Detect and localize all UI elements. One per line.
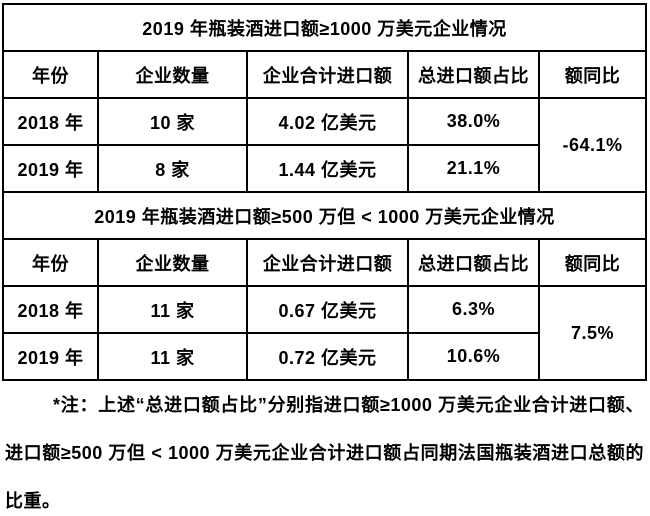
share-cell: 6.3% (407, 285, 540, 334)
yoy-cell: -64.1% (537, 97, 648, 193)
year-cell: 2019 年 (2, 332, 99, 381)
table1-header-yoy: 额同比 (537, 50, 648, 99)
table1-header-total-import: 企业合计进口额 (246, 50, 409, 99)
company-count-cell: 11 家 (97, 332, 248, 381)
total-import-cell: 0.72 亿美元 (246, 332, 409, 381)
share-cell: 10.6% (407, 332, 540, 381)
table1-row-2019: 2019 年 8 家 1.44 亿美元 21.1% (2, 144, 646, 193)
table2-header-company-count: 企业数量 (97, 238, 248, 287)
table2-row-2019: 2019 年 11 家 0.72 亿美元 10.6% (2, 332, 646, 381)
share-cell: 38.0% (407, 97, 540, 146)
footnote: *注：上述“总进口额占比”分别指进口额≥1000 万美元企业合计进口额、进口额≥… (5, 395, 644, 511)
company-count-cell: 10 家 (97, 97, 248, 146)
table1-header-year: 年份 (2, 50, 99, 99)
table2-header-year: 年份 (2, 238, 99, 287)
year-cell: 2019 年 (2, 144, 99, 193)
yoy-cell: 7.5% (537, 285, 648, 381)
table2-title: 2019 年瓶装酒进口额≥500 万但 < 1000 万美元企业情况 (1, 191, 648, 240)
company-count-cell: 8 家 (97, 144, 248, 193)
document-page: 2019 年瓶装酒进口额≥1000 万美元企业情况 年份 企业数量 企业合计进口… (0, 3, 650, 516)
table2-header-total-import: 企业合计进口额 (246, 238, 409, 287)
year-cell: 2018 年 (2, 97, 99, 146)
table2-header-share: 总进口额占比 (407, 238, 540, 287)
table1-header-company-count: 企业数量 (97, 50, 248, 99)
table2-title-row: 2019 年瓶装酒进口额≥500 万但 < 1000 万美元企业情况 (1, 191, 648, 240)
table1-header-share: 总进口额占比 (407, 50, 540, 99)
total-import-cell: 1.44 亿美元 (246, 144, 409, 193)
wine-import-table: 2019 年瓶装酒进口额≥1000 万美元企业情况 年份 企业数量 企业合计进口… (1, 3, 648, 381)
company-count-cell: 11 家 (97, 285, 248, 334)
table1-title-row: 2019 年瓶装酒进口额≥1000 万美元企业情况 (1, 3, 648, 52)
total-import-cell: 4.02 亿美元 (246, 97, 409, 146)
year-cell: 2018 年 (2, 285, 99, 334)
total-import-cell: 0.67 亿美元 (246, 285, 409, 334)
table1-title: 2019 年瓶装酒进口额≥1000 万美元企业情况 (1, 3, 648, 52)
table2-row-2018: 2018 年 11 家 0.67 亿美元 6.3% 7.5% (2, 285, 648, 381)
table2-header-row: 年份 企业数量 企业合计进口额 总进口额占比 额同比 (2, 238, 648, 287)
table1-row-2018: 2018 年 10 家 4.02 亿美元 38.0% -64.1% (2, 97, 648, 193)
table2-header-yoy: 额同比 (537, 238, 648, 287)
table1-header-row: 年份 企业数量 企业合计进口额 总进口额占比 额同比 (2, 50, 648, 99)
share-cell: 21.1% (407, 144, 540, 193)
